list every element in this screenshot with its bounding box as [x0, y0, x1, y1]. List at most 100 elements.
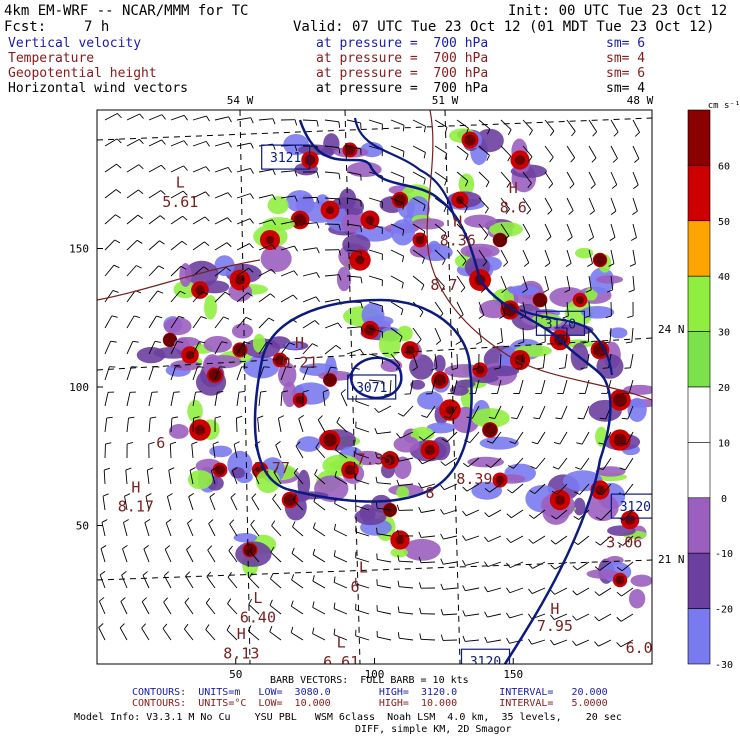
init-time: Init: 00 UTC Tue 23 Oct 12: [508, 3, 728, 19]
wind-barb: [122, 548, 128, 563]
velocity-blob: [464, 214, 497, 228]
wind-barb-flag: [544, 262, 551, 267]
wind-barb: [412, 275, 425, 286]
wind-barb: [126, 341, 134, 355]
wind-barb: [191, 444, 194, 459]
wind-barb: [126, 392, 131, 407]
wind-barb-flag: [257, 415, 264, 419]
wind-barb-flag: [106, 416, 113, 419]
wind-barb: [192, 316, 202, 329]
wind-barb-flag: [289, 342, 296, 346]
wind-barb: [434, 171, 447, 181]
wind-barb-flag: [272, 118, 276, 125]
wind-barb: [189, 470, 194, 485]
wind-barb-flag: [336, 416, 341, 423]
wind-barb: [499, 353, 502, 368]
wind-barb: [522, 145, 533, 157]
wind-barb-flag: [163, 597, 169, 603]
velocity-blob: [485, 365, 520, 377]
field-sm: sm= 6: [606, 66, 646, 81]
velocity-blob: [609, 327, 628, 339]
wind-barb-flag: [317, 415, 323, 421]
velocity-core-dark: [554, 494, 566, 506]
wind-barb-flag: [486, 128, 491, 135]
wind-barb: [422, 457, 436, 465]
wind-barb: [226, 629, 238, 641]
wind-barb-flag: [484, 536, 489, 542]
wind-barb: [185, 575, 194, 589]
wind-barb: [514, 431, 524, 444]
wind-barb-flag: [397, 529, 400, 536]
wind-barb-flag: [580, 367, 587, 369]
wind-barb: [270, 551, 282, 563]
wind-barb: [446, 431, 458, 443]
velocity-blob: [336, 266, 352, 292]
wind-barb-flag: [98, 623, 104, 628]
wind-barb-flag: [178, 315, 185, 319]
wind-barb-flag: [335, 344, 342, 350]
wind-barb-flag: [562, 315, 569, 319]
wind-barb-flag: [270, 546, 275, 553]
wind-barb: [324, 145, 339, 149]
wind-barb: [566, 145, 576, 158]
wind-barb-flag: [139, 113, 144, 119]
wind-barb-flag: [444, 179, 448, 186]
wind-barb: [426, 405, 436, 418]
wind-barb-flag: [292, 521, 296, 527]
colorbar-label: 0: [721, 494, 727, 505]
height-label-box: [460, 648, 511, 664]
wind-barb: [598, 613, 612, 622]
wind-barb: [258, 169, 273, 173]
wind-barb: [601, 483, 612, 496]
wind-barb: [412, 223, 426, 232]
wind-barb: [368, 119, 383, 125]
wind-barb: [346, 249, 361, 253]
height-contour-3060: [349, 356, 403, 400]
wind-barb: [465, 535, 480, 541]
velocity-core-dark: [615, 575, 625, 585]
wind-barb-flag: [590, 184, 596, 189]
colorbar-segment: [687, 109, 711, 166]
wind-barb-flag: [602, 367, 609, 369]
wind-barb-flag: [113, 264, 120, 269]
wind-barb-flag: [462, 510, 467, 516]
velocity-blob: [233, 533, 258, 543]
wind-barb-flag: [245, 316, 252, 321]
velocity-blob: [204, 355, 242, 369]
wind-barb: [412, 145, 426, 153]
wind-barb: [620, 639, 634, 648]
wind-barb: [581, 431, 590, 445]
wind-barb-flag: [528, 563, 533, 569]
wind-barb-flag: [528, 130, 533, 136]
wind-barb: [280, 294, 294, 303]
wind-barb-flag: [281, 390, 288, 393]
wind-barb-flag: [167, 493, 173, 497]
wind-barb: [126, 315, 135, 329]
velocity-blob: [586, 569, 619, 579]
velocity-blob: [630, 574, 652, 587]
wind-barb: [141, 601, 150, 615]
velocity-blob: [628, 589, 646, 609]
wind-barb: [170, 114, 185, 121]
lat-lon-gridline: [97, 337, 652, 371]
wind-barb: [214, 116, 229, 121]
wind-barb: [522, 249, 530, 263]
wind-barb: [456, 275, 466, 288]
wind-barb: [412, 171, 426, 180]
wind-barb-flag: [634, 158, 640, 163]
wind-barb-flag: [374, 427, 378, 434]
wind-barb: [120, 601, 128, 615]
wind-barb-flag: [211, 467, 217, 471]
wind-barb: [272, 498, 282, 511]
wind-barb-flag: [183, 165, 188, 171]
velocity-blob: [564, 299, 594, 327]
x-tick-label: 50: [229, 668, 242, 681]
wind-barb-flag: [528, 156, 533, 162]
wind-barb-flag: [227, 217, 232, 223]
wind-barb: [566, 223, 573, 238]
velocity-core-dark: [405, 345, 415, 355]
wind-barb: [104, 290, 114, 303]
wind-barb-flag: [610, 210, 617, 215]
velocity-core-dark: [424, 444, 436, 456]
wind-barb-flag: [338, 198, 341, 205]
